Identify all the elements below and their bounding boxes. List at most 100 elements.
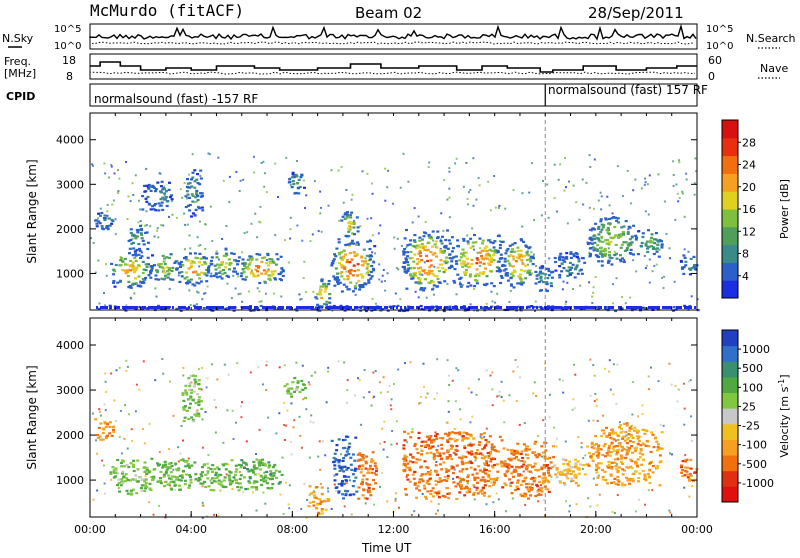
echo-patch [401,228,454,292]
echo-patch [680,458,699,483]
velocity-panel: 1000 2000 3000 4000 Slant Range [km] [25,317,699,519]
echo-patch [209,247,240,280]
power-colorbar: 4 8 12 16 20 24 28 Power [dB] [721,119,791,299]
xtick-label: 04:00 [175,523,207,536]
xtick-label: 12:00 [378,523,410,536]
colorbar-segment [722,423,738,440]
xtick-label: 08:00 [276,523,308,536]
echo-patch [109,457,154,496]
xaxis-label: Time UT [361,541,412,554]
colorbar-tick-label: -1000 [742,477,774,490]
freq-line [90,61,697,73]
colorbar-tick-label: 20 [742,181,756,194]
echo-patch [553,458,589,487]
count-tick-left-top: 10^5 [54,24,81,35]
ytick-label: 3000 [56,384,84,397]
colorbar-segment [722,155,738,174]
echo-patch [314,278,332,309]
echo-patch [181,374,204,423]
ytick-label: 2000 [56,223,84,236]
nsearch-label: N.Search [746,32,796,45]
colorbar-tick-label: 28 [742,136,756,149]
echo-patch [502,238,535,289]
echo-patch [307,485,331,518]
colorbar-segment [722,486,738,503]
colorbar-tick-label: -25 [742,420,760,433]
beam-title: Beam 02 [355,4,422,22]
echo-patch [127,224,150,253]
panel-frame [89,317,698,518]
panel-frame [89,112,698,311]
echo-patch [553,251,587,279]
ytick-label: 3000 [56,178,84,191]
colorbar-tick-label: -100 [742,439,767,452]
ytick-label: 1000 [56,267,84,280]
colorbar-segment [722,361,738,378]
echo-patch [94,211,115,231]
colorbar-tick-label: 500 [742,362,763,375]
echo-patch [150,253,179,281]
nave-label: Nave [760,62,788,75]
echo-patch [534,265,555,293]
ylabel: Slant Range [km] [25,365,39,469]
colorbar-tick-label: 16 [742,203,756,216]
echo-patch [502,440,556,500]
echo-patch [636,229,664,258]
near-range-band [96,306,696,309]
count-tick-right-top: 10^5 [706,24,733,35]
nave-tick-top: 60 [708,54,722,67]
echo-patch [184,169,205,218]
xtick-label: 00:00 [74,523,106,536]
ytick-label: 2000 [56,429,84,442]
colorbar-segment [722,470,738,487]
echo-patch [110,252,153,289]
echo-patch [356,451,379,500]
echo-patch [151,458,211,491]
nsky-label: N.Sky [2,32,34,45]
colorbar-label: Power [dB] [778,179,791,239]
ylabel: Slant Range [km] [25,159,39,263]
echo-patch [585,422,664,487]
freq-tick-top: 18 [62,54,76,67]
cpid-panel [89,83,698,107]
colorbar-segment [722,191,738,210]
date-title: 28/Sep/2011 [588,4,684,22]
colorbar-segment [722,209,738,228]
colorbar-segment [722,262,738,281]
scatter-noise [91,358,694,519]
colorbar-tick-label: 8 [742,248,749,261]
echo-patch [177,252,211,287]
cpid-right-text: normalsound (fast) 157 RF [548,83,708,97]
time-axis: 00:00 04:00 08:00 12:00 16:00 20:00 00:00 [74,113,713,536]
echo-patch [330,435,359,500]
colorbar-label: Velocity [m s-1] [777,374,791,457]
echo-patch [141,180,174,212]
colorbar-tick-label: 12 [742,225,756,238]
echo-patch [283,376,307,400]
echo-patch [340,211,360,238]
colorbar-segment [722,330,738,347]
colorbar-segment [722,392,738,409]
echo-patch [586,216,639,267]
echo-patch [402,430,505,501]
colorbar-segment [722,137,738,157]
freq-label-1: Freq. [4,55,31,68]
nave-tick-bottom: 0 [708,70,715,83]
colorbar-segment [722,408,738,425]
colorbar-segment [722,345,738,362]
xtick-label: 20:00 [580,523,612,536]
colorbar-tick-label: 25 [742,400,756,413]
ytick-label: 4000 [56,339,84,352]
ytick-label: 1000 [56,474,84,487]
xtick-label: 00:00 [681,523,713,536]
echo-patch [330,238,377,293]
echo-patch [287,171,306,195]
count-tick-right-bottom: 10^0 [706,41,733,52]
freq-label-2: [MHz] [4,67,36,80]
echo-patch [94,418,116,441]
colorbar-tick-label: 1000 [742,343,770,356]
power-panel: 1000 2000 3000 4000 Slant Range [km] [25,112,700,313]
colorbar-segment [722,439,738,456]
echo-patch [679,254,699,276]
